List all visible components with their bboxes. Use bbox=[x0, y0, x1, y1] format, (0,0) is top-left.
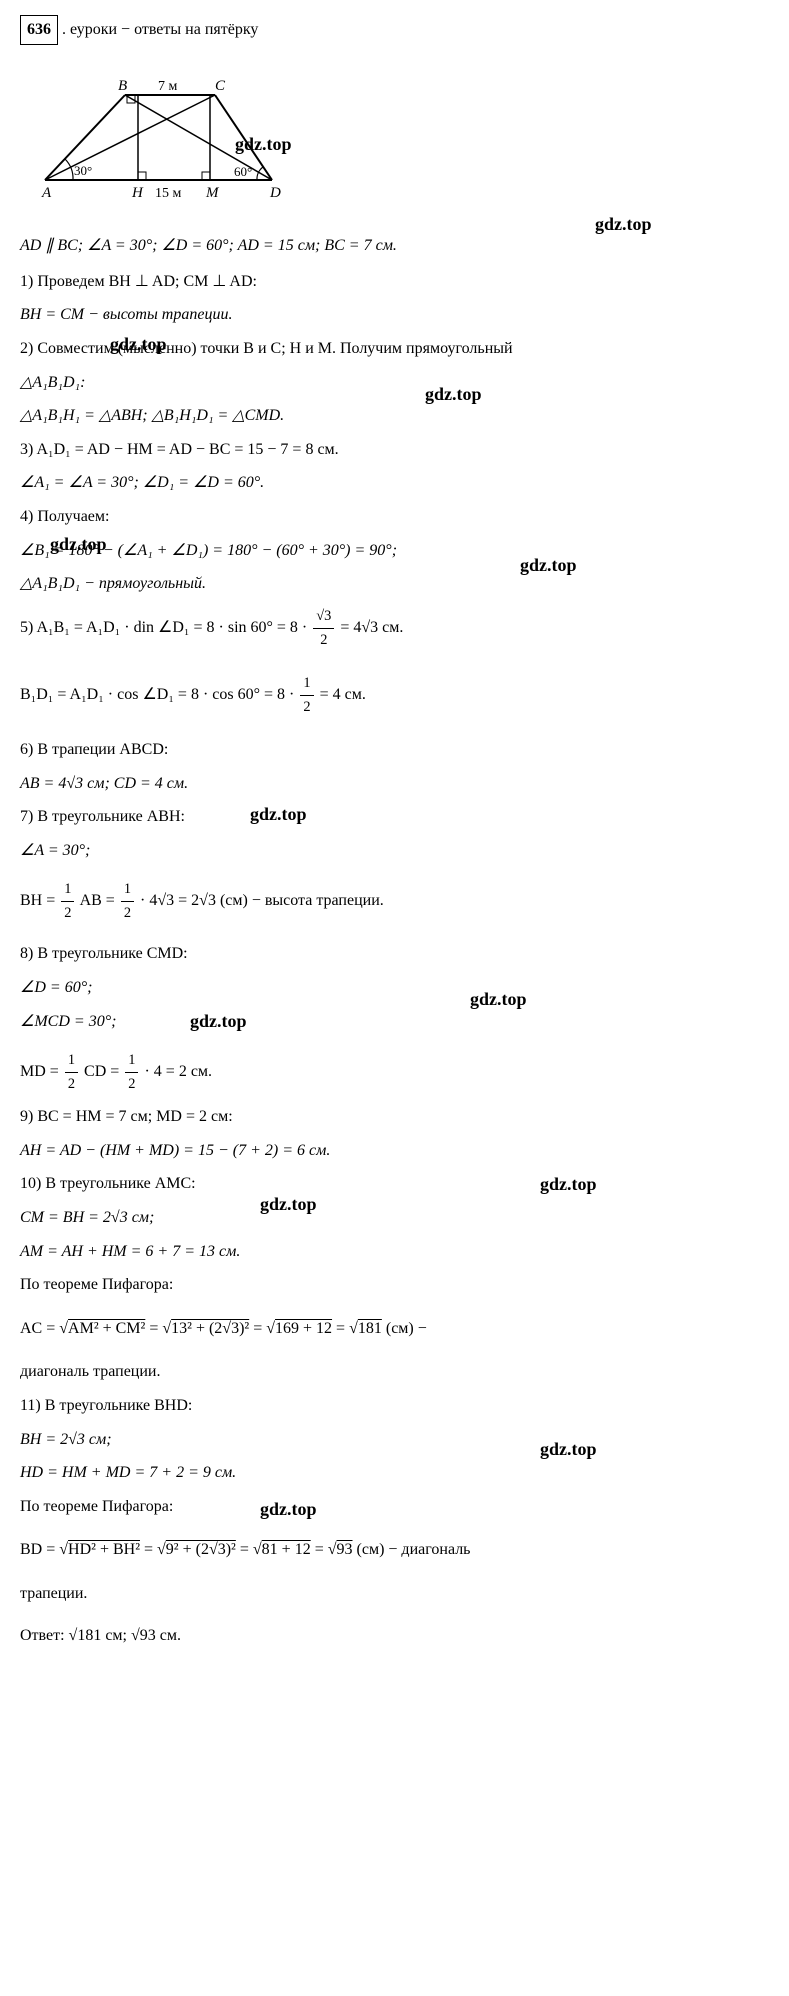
svg-text:A: A bbox=[41, 185, 52, 201]
step-5a: 5) A₁B₁ = A₁D₁ · din ∠D₁ = 8 · sin 60° =… bbox=[20, 605, 769, 652]
step-10d: По теореме Пифагора: bbox=[20, 1272, 769, 1298]
step-11a: 11) В треугольнике BHD: bbox=[20, 1393, 769, 1419]
step-11c: HD = HM + MD = 7 + 2 = 9 см. bbox=[20, 1460, 769, 1486]
svg-text:M: M bbox=[205, 185, 220, 201]
step-10a: 10) В треугольнике AMC: bbox=[20, 1171, 769, 1197]
step-8a: 8) В треугольнике CMD: bbox=[20, 941, 769, 967]
svg-text:60°: 60° bbox=[234, 164, 252, 179]
step-9b: AH = AD − (HM + MD) = 15 − (7 + 2) = 6 с… bbox=[20, 1138, 769, 1164]
step-4b: ∠B₁ = 180° − (∠A₁ + ∠D₁) = 180° − (60° +… bbox=[20, 538, 769, 564]
problem-header: 636. еуроки − ответы на пятёрку bbox=[20, 15, 258, 45]
step-7a: 7) В треугольнике ABH: bbox=[20, 804, 769, 830]
step-1b: BH = CM − высоты трапеции. bbox=[20, 302, 769, 328]
step-10c: AM = AH + HM = 6 + 7 = 13 см. bbox=[20, 1239, 769, 1265]
answer-line: Ответ: √181 см; √93 см. bbox=[20, 1623, 769, 1649]
step-6a: 6) В трапеции ABCD: bbox=[20, 737, 769, 763]
step-3a: 3) A₁D₁ = AD − HM = AD − BC = 15 − 7 = 8… bbox=[20, 437, 769, 463]
step-11e: BD = √HD² + BH² = √9² + (2√3)² = √81 + 1… bbox=[20, 1537, 769, 1563]
step-5b: B₁D₁ = A₁D₁ · cos ∠D₁ = 8 · cos 60° = 8 … bbox=[20, 672, 769, 719]
svg-text:15 м: 15 м bbox=[155, 186, 182, 201]
svg-text:C: C bbox=[215, 78, 226, 94]
diagram-svg: A B C D H M 30° 60° 7 м 15 м bbox=[40, 75, 320, 205]
svg-text:D: D bbox=[269, 185, 281, 201]
svg-text:30°: 30° bbox=[74, 163, 92, 178]
step-6b: AB = 4√3 см; CD = 4 см. bbox=[20, 771, 769, 797]
step-10b: CM = BH = 2√3 см; bbox=[20, 1205, 769, 1231]
svg-text:B: B bbox=[118, 78, 127, 94]
step-2b: △A₁B₁D₁: bbox=[20, 370, 769, 396]
step-9a: 9) BC = HM = 7 см; MD = 2 см: bbox=[20, 1104, 769, 1130]
step-7c: BH = 12 AB = 12 · 4√3 = 2√3 (см) − высот… bbox=[20, 878, 769, 925]
step-8d: MD = 12 CD = 12 · 4 = 2 см. bbox=[20, 1049, 769, 1096]
given-conditions: AD ∥ BC; ∠A = 30°; ∠D = 60°; AD = 15 см;… bbox=[20, 233, 769, 259]
svg-text:7 м: 7 м bbox=[158, 79, 178, 94]
step-10f: диагональ трапеции. bbox=[20, 1359, 769, 1385]
step-11f: трапеции. bbox=[20, 1581, 769, 1607]
step-2a: 2) Совместим (мысленно) точки B и C; H и… bbox=[20, 336, 769, 362]
svg-text:H: H bbox=[131, 185, 144, 201]
step-8c: ∠MCD = 30°; bbox=[20, 1009, 769, 1035]
step-4c: △A₁B₁D₁ − прямоугольный. bbox=[20, 571, 769, 597]
step-11d: По теореме Пифагора: bbox=[20, 1494, 769, 1520]
step-2c: △A₁B₁H₁ = △ABH; △B₁H₁D₁ = △CMD. bbox=[20, 403, 769, 429]
step-11b: BH = 2√3 см; bbox=[20, 1427, 769, 1453]
step-3b: ∠A₁ = ∠A = 30°; ∠D₁ = ∠D = 60°. bbox=[20, 470, 769, 496]
step-1a: 1) Проведем BH ⊥ AD; CM ⊥ AD: bbox=[20, 269, 769, 295]
step-7b: ∠A = 30°; bbox=[20, 838, 769, 864]
problem-source: . еуроки − ответы на пятёрку bbox=[62, 21, 258, 38]
step-10e: AC = √AM² + CM² = √13² + (2√3)² = √169 +… bbox=[20, 1316, 769, 1342]
trapezoid-diagram: A B C D H M 30° 60° 7 м 15 м gdz.top bbox=[40, 75, 769, 214]
step-4a: 4) Получаем: bbox=[20, 504, 769, 530]
step-8b: ∠D = 60°; bbox=[20, 975, 769, 1001]
problem-number: 636 bbox=[20, 15, 58, 45]
